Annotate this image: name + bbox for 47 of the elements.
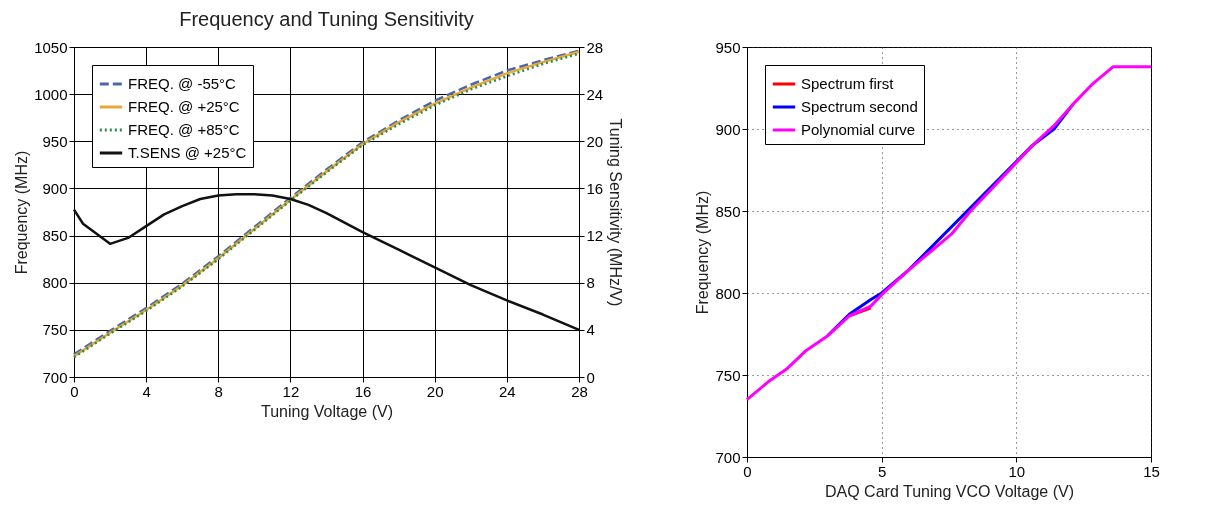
- y-tick-label: 800: [715, 284, 741, 302]
- x-axis-title: DAQ Card Tuning VCO Voltage (V): [825, 482, 1074, 500]
- legend-label: Polynomial curve: [801, 121, 916, 138]
- y-tick-label: 900: [42, 179, 68, 197]
- x-tick-label: 20: [426, 382, 444, 400]
- y2-tick-label: 4: [586, 321, 595, 339]
- x-tick-label: 4: [142, 382, 151, 400]
- y2-tick-label: 20: [586, 132, 604, 150]
- y-tick-label: 950: [42, 132, 68, 150]
- legend-label: FREQ. @ +85°C: [128, 121, 240, 138]
- y-tick-label: 1050: [34, 38, 68, 56]
- y2-tick-label: 28: [586, 38, 604, 56]
- y2-tick-label: 12: [586, 227, 604, 245]
- x-tick-label: 10: [1008, 462, 1026, 480]
- y2-tick-label: 16: [586, 179, 604, 197]
- y-tick-label: 850: [715, 202, 741, 220]
- x-tick-label: 24: [499, 382, 516, 400]
- x-tick-label: 28: [571, 382, 588, 400]
- y-axis-title: Frequency (MHz): [13, 150, 31, 275]
- y-tick-label: 750: [715, 366, 741, 384]
- y-tick-label: 700: [42, 368, 68, 386]
- y-tick-label: 700: [715, 448, 741, 466]
- legend-label: FREQ. @ -55°C: [128, 75, 237, 92]
- x-tick-label: 0: [70, 382, 79, 400]
- y-tick-label: 850: [42, 227, 68, 245]
- y-axis-title: Frequency (MHz): [694, 190, 712, 315]
- legend-label: Spectrum first: [801, 75, 895, 92]
- x-tick-label: 16: [354, 382, 372, 400]
- legend-label: FREQ. @ +25°C: [128, 98, 240, 115]
- x-tick-label: 8: [214, 382, 223, 400]
- chart-title: Frequency and Tuning Sensitivity: [179, 8, 474, 30]
- x-tick-label: 0: [743, 462, 752, 480]
- x-tick-label: 12: [282, 382, 300, 400]
- y-tick-label: 900: [715, 120, 741, 138]
- y2-tick-label: 24: [586, 85, 604, 103]
- y-tick-label: 800: [42, 274, 68, 292]
- legend-label: T.SENS @ +25°C: [128, 144, 247, 161]
- y-tick-label: 1000: [34, 85, 68, 103]
- x-axis-title: Tuning Voltage (V): [261, 402, 393, 420]
- y2-tick-label: 8: [586, 274, 595, 292]
- y-tick-label: 950: [715, 38, 741, 56]
- x-tick-label: 5: [877, 462, 887, 480]
- y2-axis-title: Tuning Sensitivity (MHz/V): [607, 118, 625, 307]
- legend-label: Spectrum second: [801, 98, 918, 115]
- x-tick-label: 15: [1143, 462, 1160, 480]
- y2-tick-label: 0: [586, 368, 595, 386]
- y-tick-label: 750: [42, 321, 68, 339]
